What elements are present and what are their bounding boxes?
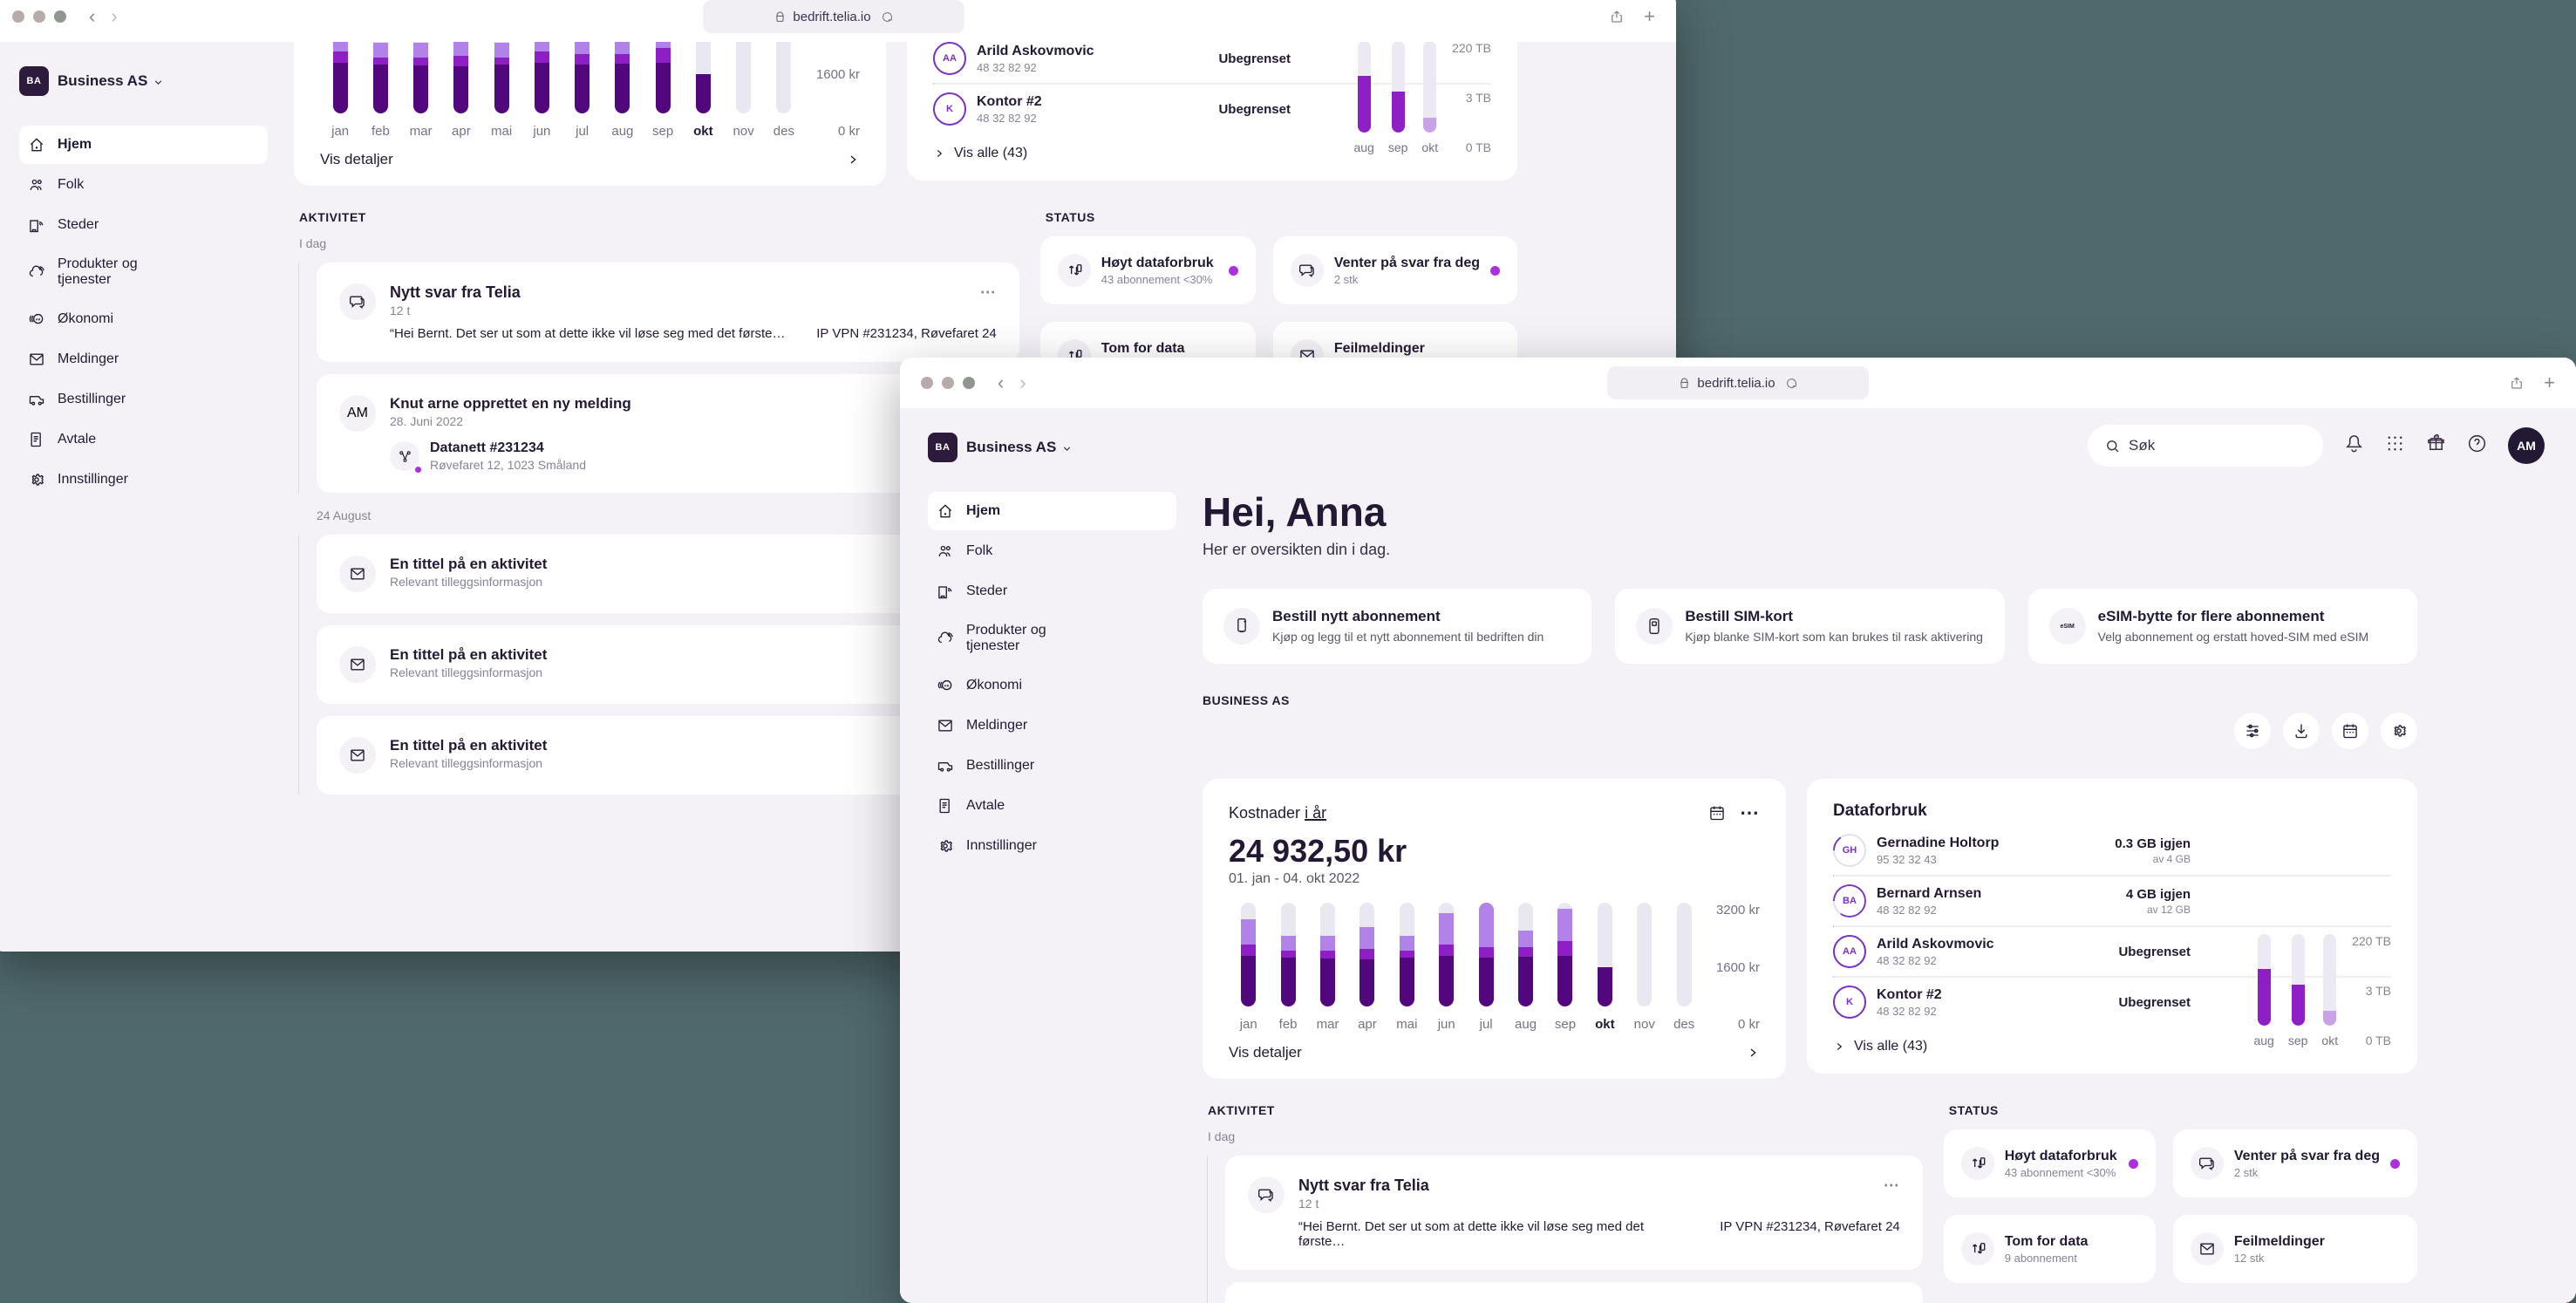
svg-text:KR: KR <box>944 684 950 687</box>
svg-text:KR: KR <box>36 317 41 321</box>
